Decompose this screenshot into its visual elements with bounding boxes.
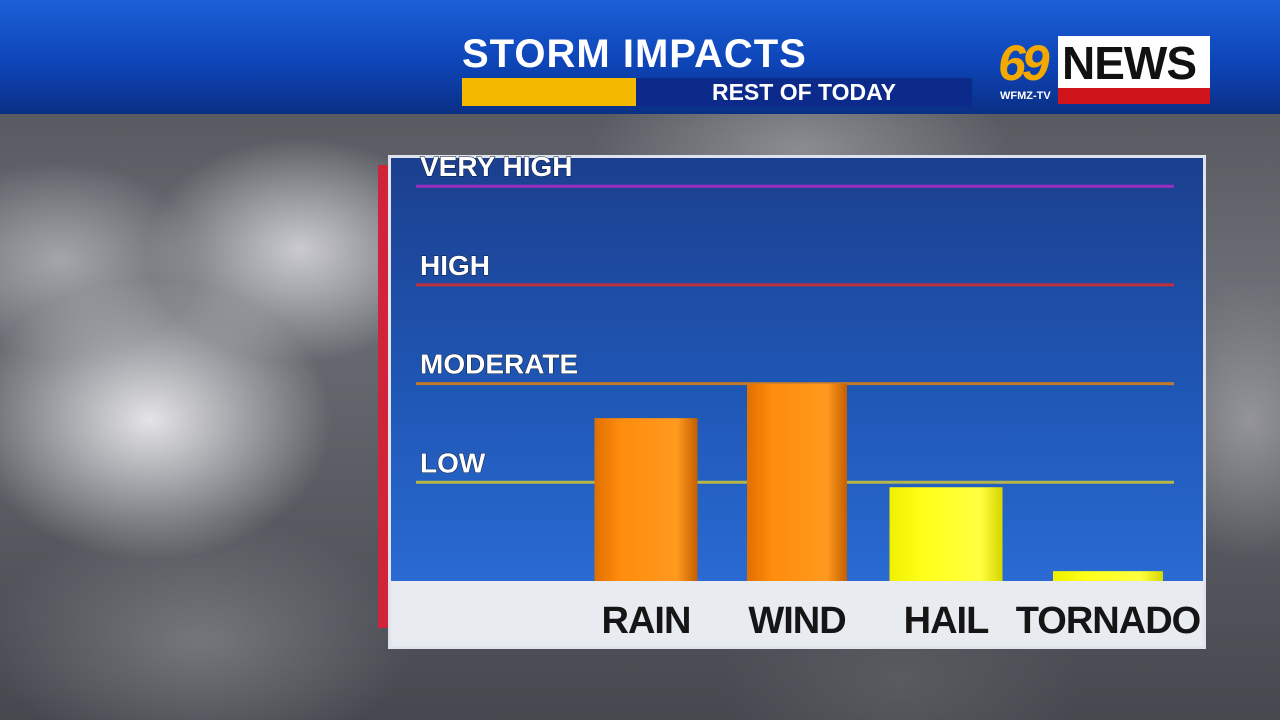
bar-rain (594, 418, 698, 581)
subtitle-bar (636, 78, 972, 106)
bar-hail (889, 487, 1003, 581)
level-label-high: HIGH (420, 250, 490, 281)
logo-number: 69 (998, 35, 1050, 91)
chart-accent-bar (378, 165, 388, 628)
level-label-very-high: VERY HIGH (420, 155, 572, 182)
header-bar: STORM IMPACTS REST OF TODAY 69 NEWS WFMZ… (0, 0, 1280, 114)
bar-tornado (1053, 571, 1163, 581)
category-label-wind: WIND (748, 600, 845, 642)
logo-word: NEWS (1062, 37, 1197, 89)
logo-white-block (1058, 36, 1210, 88)
level-label-low: LOW (420, 447, 486, 478)
chart-panel: LOW MODERATE HIGH VERY HIGH RAIN WIND HAIL TOR… (388, 151, 1206, 649)
category-label-hail: HAIL (904, 600, 989, 642)
subtitle-accent (462, 78, 636, 106)
logo-red-strip (1058, 88, 1210, 104)
chart-label-strip (391, 581, 1203, 646)
impact-chart: LOW MODERATE HIGH VERY HIGH RAIN WIND HAIL TOR… (388, 151, 1206, 649)
station-logo: 69 NEWS WFMZ-TV (998, 36, 1210, 104)
bar-wind (747, 383, 847, 581)
logo-callsign: WFMZ-TV (1000, 90, 1051, 102)
level-label-moderate: MODERATE (420, 349, 578, 380)
page-title: STORM IMPACTS (462, 32, 807, 76)
category-label-rain: RAIN (602, 600, 691, 642)
page-subtitle: REST OF TODAY (711, 79, 897, 105)
category-label-tornado: TORNADO (1016, 600, 1200, 642)
